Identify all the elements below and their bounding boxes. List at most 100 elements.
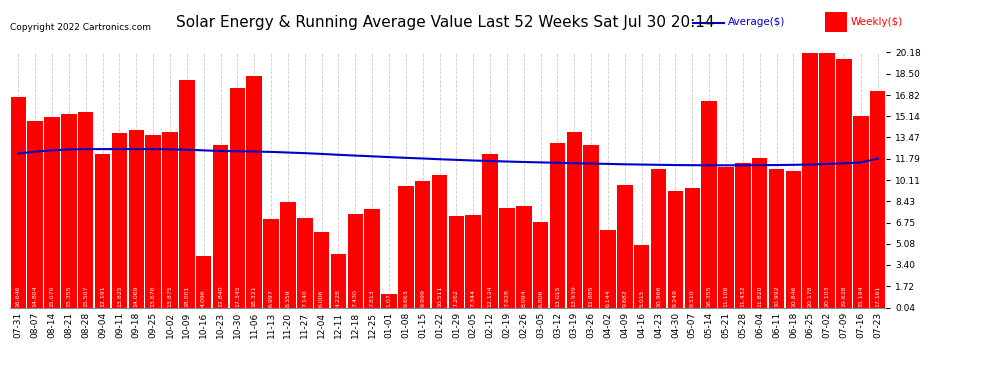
Bar xyxy=(499,208,515,308)
Text: 12.191: 12.191 xyxy=(100,285,105,307)
Bar xyxy=(583,145,599,308)
Bar xyxy=(247,76,262,308)
Bar xyxy=(331,255,346,308)
Bar xyxy=(684,188,700,308)
Bar xyxy=(701,101,717,308)
Bar xyxy=(853,116,868,308)
Text: 17.161: 17.161 xyxy=(875,285,880,307)
Bar xyxy=(415,182,431,308)
Bar xyxy=(196,256,212,308)
Bar xyxy=(398,186,414,308)
FancyBboxPatch shape xyxy=(825,12,846,32)
Text: 20.103: 20.103 xyxy=(825,285,830,307)
Bar xyxy=(78,112,93,308)
Text: 15.070: 15.070 xyxy=(50,285,54,307)
Bar xyxy=(769,169,784,308)
Bar xyxy=(600,230,616,308)
Text: 7.928: 7.928 xyxy=(505,289,510,307)
Text: 13.825: 13.825 xyxy=(117,285,122,307)
Text: 12.124: 12.124 xyxy=(488,285,493,307)
Bar xyxy=(718,167,734,308)
Text: 4.228: 4.228 xyxy=(336,289,341,307)
Text: 8.094: 8.094 xyxy=(522,289,527,307)
Text: 4.096: 4.096 xyxy=(201,289,206,307)
Text: 14.804: 14.804 xyxy=(33,285,38,307)
Text: 17.345: 17.345 xyxy=(235,285,240,307)
Text: 10.992: 10.992 xyxy=(774,285,779,307)
Bar xyxy=(803,53,818,308)
Text: 12.885: 12.885 xyxy=(589,285,594,307)
Bar xyxy=(786,171,801,308)
Text: 11.108: 11.108 xyxy=(724,285,729,307)
Bar xyxy=(95,154,110,308)
Text: Weekly($): Weekly($) xyxy=(851,17,903,27)
Text: 7.430: 7.430 xyxy=(352,289,357,307)
Bar xyxy=(129,130,144,308)
Bar xyxy=(314,232,330,308)
Text: 13.676: 13.676 xyxy=(150,285,155,307)
Text: 10.511: 10.511 xyxy=(437,285,443,307)
Text: 15.507: 15.507 xyxy=(83,285,88,307)
Bar xyxy=(381,294,397,308)
Bar xyxy=(516,206,532,308)
Bar xyxy=(482,154,498,308)
Bar xyxy=(752,158,767,308)
Bar xyxy=(11,97,26,308)
Bar xyxy=(162,132,178,308)
Text: 14.069: 14.069 xyxy=(134,285,139,307)
Text: 9.249: 9.249 xyxy=(673,289,678,307)
Text: 16.355: 16.355 xyxy=(707,285,712,307)
Bar xyxy=(533,222,548,308)
Text: 11.432: 11.432 xyxy=(741,285,745,307)
Text: 9.663: 9.663 xyxy=(403,289,408,307)
Bar xyxy=(364,209,380,308)
Text: 18.001: 18.001 xyxy=(184,285,189,307)
Bar xyxy=(28,121,43,308)
Text: 16.646: 16.646 xyxy=(16,285,21,307)
Text: 9.510: 9.510 xyxy=(690,289,695,307)
Text: 19.628: 19.628 xyxy=(842,285,846,307)
Bar xyxy=(617,185,633,308)
Text: 6.006: 6.006 xyxy=(319,289,324,307)
Text: 13.015: 13.015 xyxy=(555,285,560,307)
Text: 6.806: 6.806 xyxy=(539,289,544,307)
Text: 6.997: 6.997 xyxy=(268,289,273,307)
Bar xyxy=(465,215,481,308)
Bar xyxy=(112,133,127,308)
Bar xyxy=(263,219,279,308)
Bar xyxy=(280,202,296,308)
Text: 9.682: 9.682 xyxy=(623,289,628,307)
Text: 13.939: 13.939 xyxy=(572,285,577,307)
Bar xyxy=(650,169,666,308)
Bar xyxy=(634,244,649,308)
Text: 15.355: 15.355 xyxy=(66,285,71,307)
Text: 20.178: 20.178 xyxy=(808,285,813,307)
Bar xyxy=(45,117,59,308)
Text: 15.194: 15.194 xyxy=(858,285,863,307)
Text: 11.820: 11.820 xyxy=(757,285,762,307)
Bar xyxy=(870,91,885,308)
Text: 13.875: 13.875 xyxy=(167,285,172,307)
Bar xyxy=(837,60,851,308)
Bar xyxy=(549,143,565,308)
Bar xyxy=(736,163,750,308)
Text: 7.262: 7.262 xyxy=(453,289,459,307)
Bar xyxy=(667,191,683,308)
Text: 9.999: 9.999 xyxy=(420,289,425,307)
Bar xyxy=(297,217,313,308)
Text: 1.073: 1.073 xyxy=(386,289,391,307)
Text: 7.344: 7.344 xyxy=(471,289,476,307)
Text: 7.813: 7.813 xyxy=(369,289,374,307)
Bar xyxy=(146,135,160,308)
Bar xyxy=(347,214,363,308)
Text: 5.015: 5.015 xyxy=(640,289,644,307)
Text: 7.140: 7.140 xyxy=(302,289,307,307)
Text: 18.321: 18.321 xyxy=(251,285,256,307)
Text: 8.359: 8.359 xyxy=(285,289,290,307)
Bar xyxy=(61,114,76,308)
Text: Average($): Average($) xyxy=(729,17,786,27)
Bar xyxy=(179,80,195,308)
Bar xyxy=(230,88,246,308)
Text: 6.144: 6.144 xyxy=(606,289,611,307)
Bar xyxy=(820,54,835,308)
